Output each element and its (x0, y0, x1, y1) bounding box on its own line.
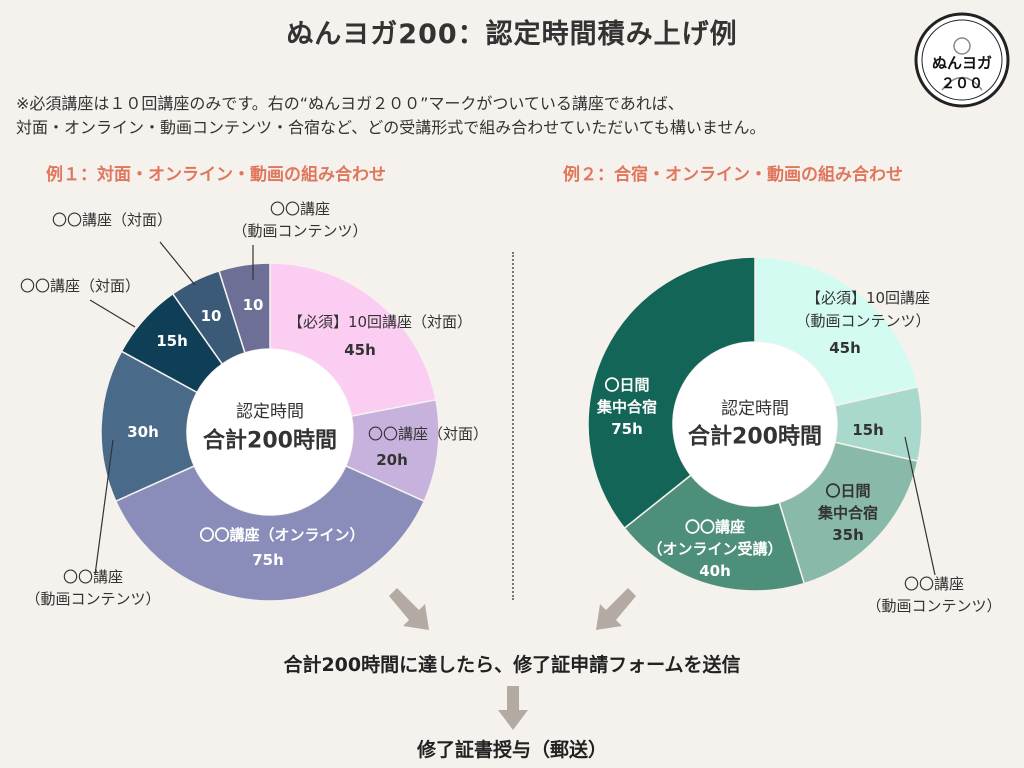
ex1-value-taimen-10: 10 (200, 307, 222, 325)
ex1-value-online: 75h (252, 551, 284, 569)
requirement-note: ※必須講座は１０回講座のみです。右の“ぬんヨガ２００”マークがついている講座であ… (16, 92, 976, 140)
ex1-label-online: 〇〇講座（オンライン） (199, 526, 365, 544)
ex1-outer-taimen-15: 〇〇講座（対面） (19, 277, 141, 295)
note-line-1: ※必須講座は１０回講座のみです。右の“ぬんヨガ２００”マークがついている講座であ… (16, 94, 684, 113)
ex2-value-required: 45h (829, 339, 861, 357)
ex1-center-label: 認定時間 (236, 402, 304, 422)
ex2-center-total: 合計200時間 (688, 424, 822, 450)
ex2-value-video-15: 15h (852, 421, 884, 439)
nun-yoga-200-logo: ぬんヨガ ２００ (914, 12, 1010, 108)
ex1-label-required: 【必須】10回講座（対面） (287, 313, 473, 331)
ex2-label-online-40: 〇〇講座 （オンライン受講） 40h (647, 518, 783, 580)
ex2-label-required-2: （動画コンテンツ） (795, 312, 931, 330)
donut-chart-example-1 (100, 262, 440, 602)
arrow-down-right-icon (389, 588, 429, 630)
ex1-value-required: 45h (344, 341, 376, 359)
donut-chart-example-2 (587, 256, 923, 592)
svg-text:ぬんヨガ: ぬんヨガ (932, 54, 992, 72)
ex2-label-camp-75: 〇日間 集中合宿 75h (596, 376, 658, 438)
ex2-outer-video-15: 〇〇講座 （動画コンテンツ） (866, 575, 1002, 615)
ex1-label-taimen-20: 〇〇講座（対面） (367, 425, 489, 443)
ex2-label-required-1: 【必須】10回講座 (805, 289, 931, 307)
ex1-outer-video-30: 〇〇講座 （動画コンテンツ） (25, 568, 161, 608)
leader-line-ex1-taimen-15 (89, 299, 136, 328)
svg-text:２００: ２００ (941, 76, 983, 92)
ex2-label-camp-35: 〇日間 集中合宿 35h (817, 482, 879, 544)
example-1-title: 例１：対面・オンライン・動画の組み合わせ (46, 165, 386, 185)
ex2-donut-hole (673, 342, 837, 506)
ex2-center-label: 認定時間 (721, 399, 789, 419)
example-2-title: 例２：合宿・オンライン・動画の組み合わせ (563, 165, 903, 185)
arrow-down-icon (498, 686, 528, 730)
leader-line-ex2-video (904, 436, 936, 576)
flow-step-submit-form: 合計200時間に達したら、修了証申請フォームを送信 (283, 654, 741, 676)
ex1-outer-video-10: 〇〇講座 （動画コンテンツ） (232, 200, 368, 240)
chart-divider (512, 252, 514, 600)
ex1-value-video-30: 30h (127, 423, 159, 441)
ex1-value-taimen-15: 15h (156, 332, 188, 350)
leader-line-ex1-video (94, 439, 114, 576)
ex1-center-total: 合計200時間 (203, 428, 337, 454)
ex1-value-taimen-20: 20h (376, 451, 408, 469)
flow-step-certificate: 修了証書授与（郵送） (416, 739, 607, 761)
ex1-outer-taimen-10: 〇〇講座（対面） (51, 211, 173, 229)
ex1-donut-hole (187, 349, 353, 515)
note-line-2: 対面・オンライン・動画コンテンツ・合宿など、どの受講形式で組み合わせていただいて… (16, 118, 766, 137)
leader-line-ex1-taimen-10 (159, 241, 196, 286)
ex1-value-video-10: 10 (242, 296, 264, 314)
arrow-down-left-icon (596, 588, 636, 630)
page-title: ぬんヨガ200：認定時間積み上げ例 (286, 19, 738, 50)
